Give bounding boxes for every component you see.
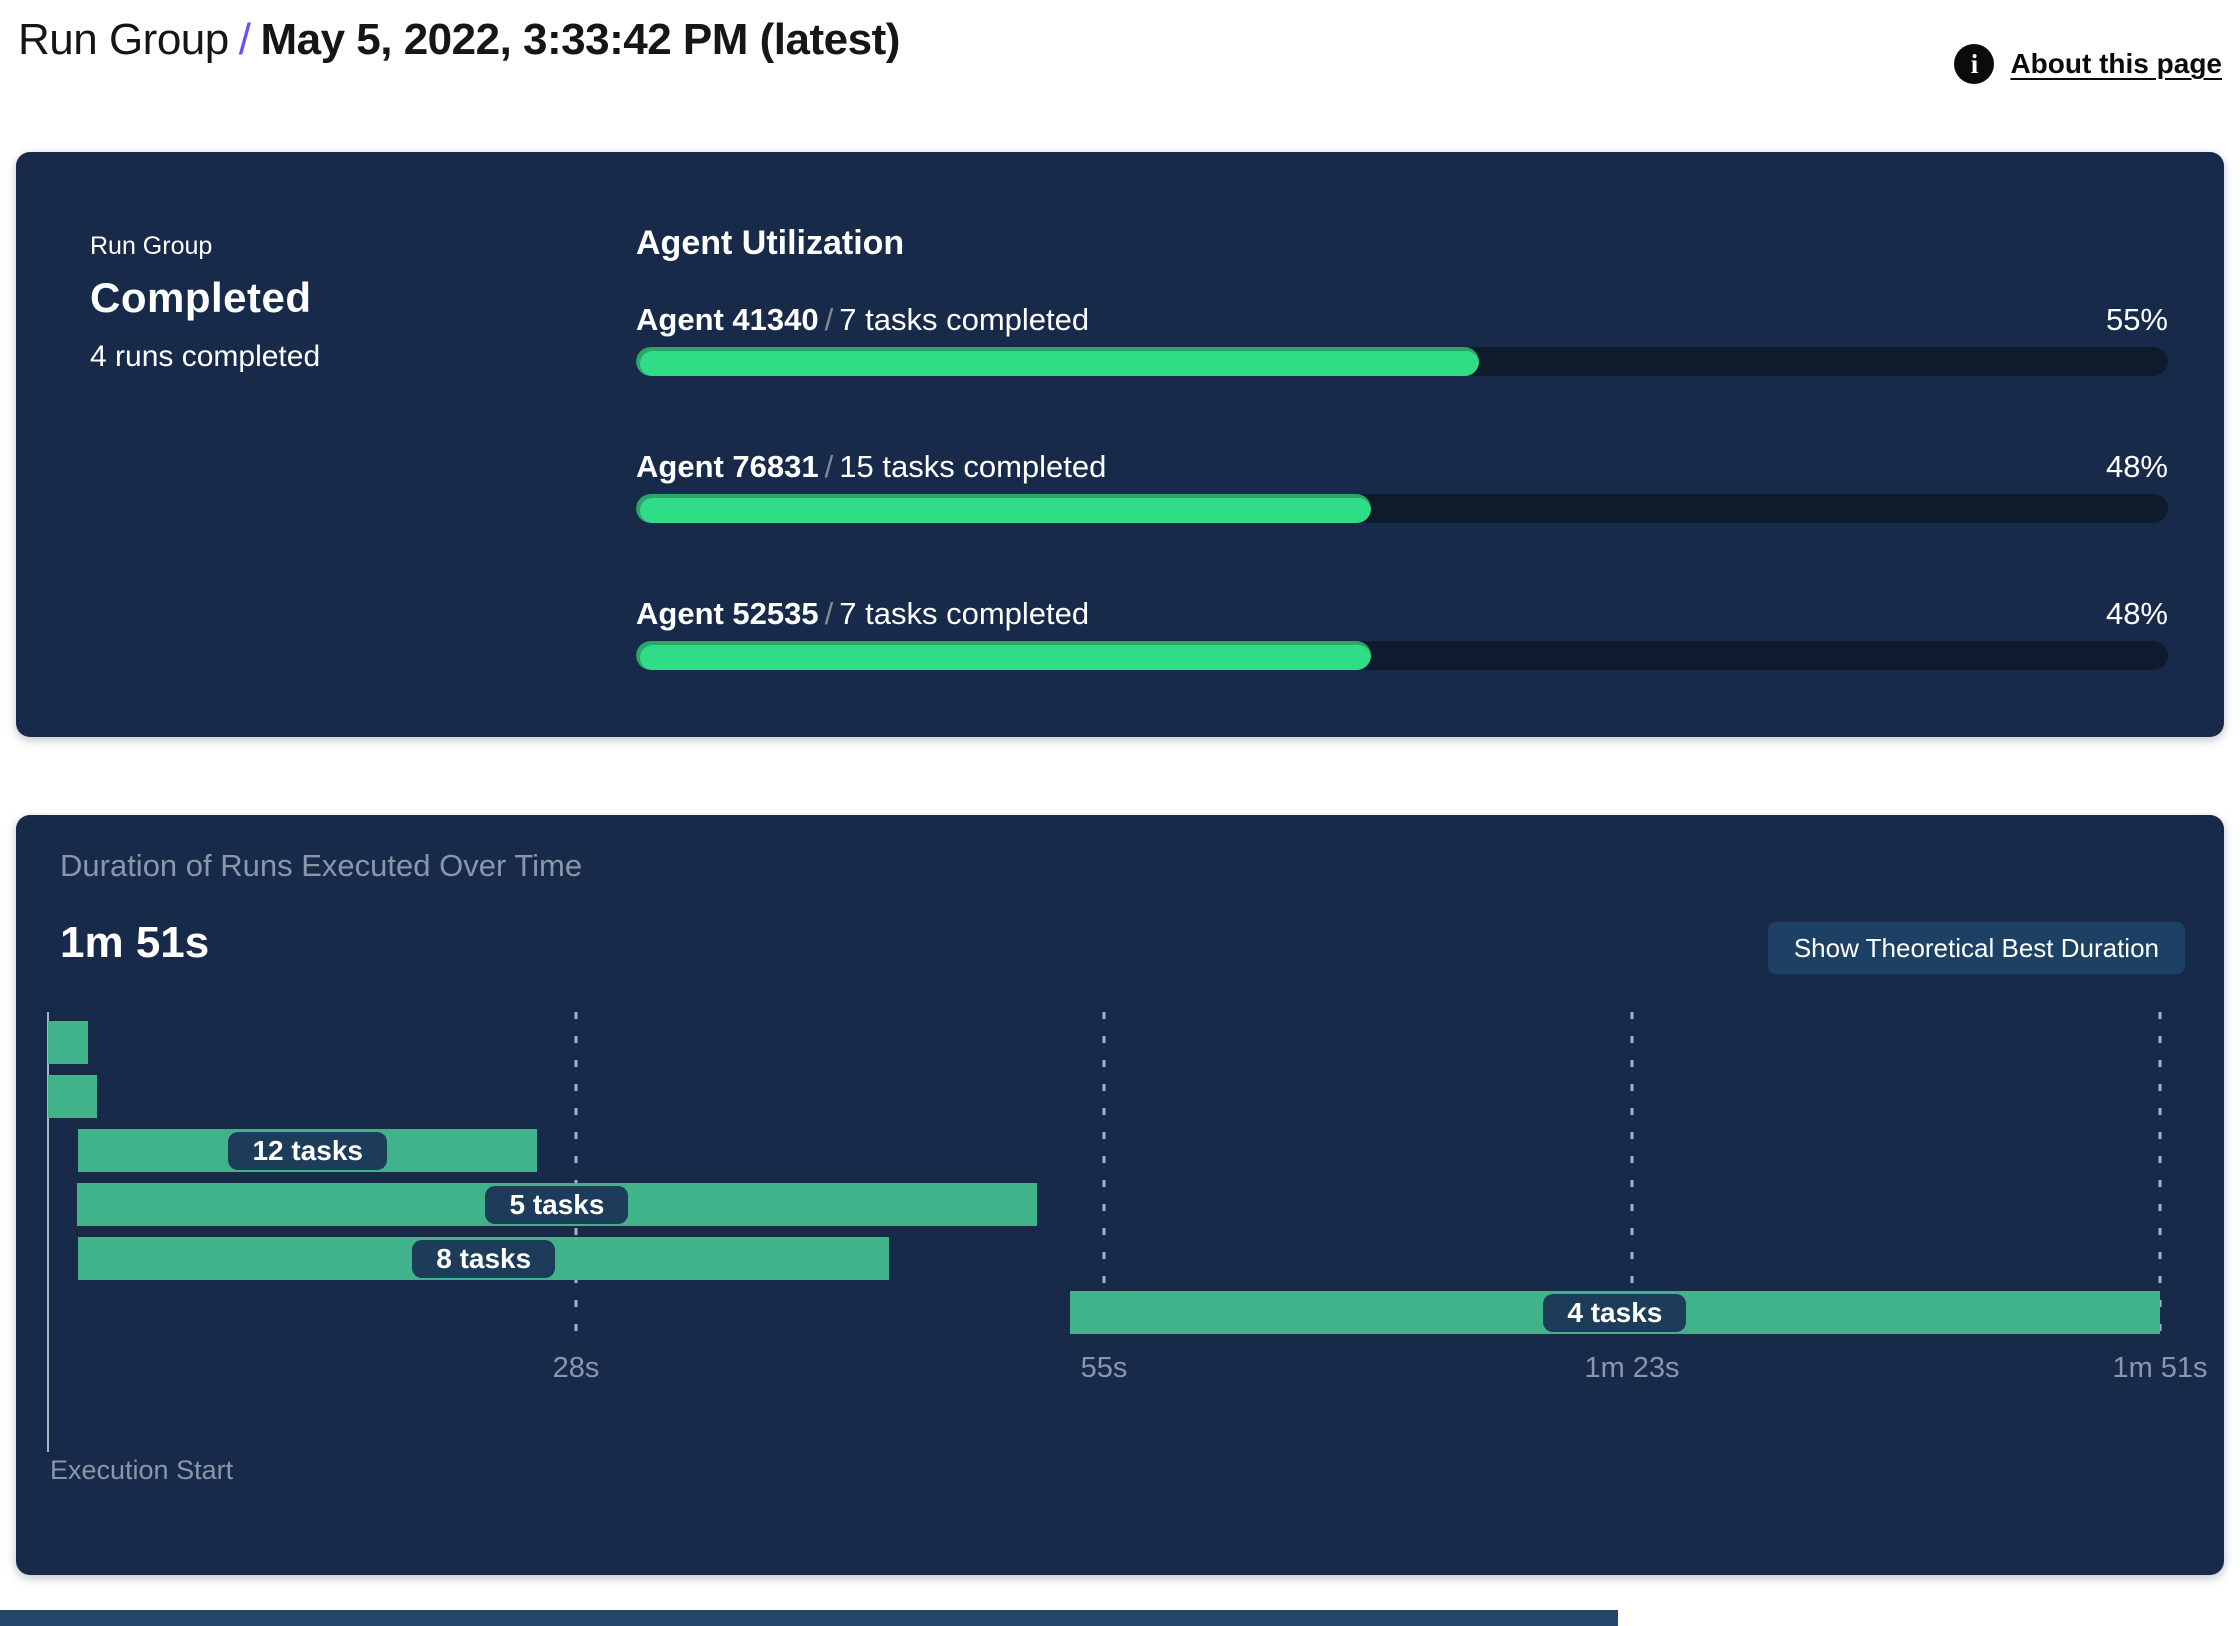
run-group-label: Run Group bbox=[90, 232, 213, 260]
time-gridline bbox=[2158, 1012, 2162, 1345]
agent-label: Agent 52535/7 tasks completed bbox=[636, 596, 1089, 632]
duration-chart-panel: Duration of Runs Executed Over Time 1m 5… bbox=[16, 815, 2224, 1575]
time-tick-label: 1m 23s bbox=[1584, 1352, 1680, 1384]
utilization-progress-fill bbox=[636, 494, 1372, 523]
agent-utilization-percent: 48% bbox=[2105, 449, 2168, 484]
run-duration-bar[interactable]: 12 tasks bbox=[78, 1129, 537, 1172]
task-count-badge: 12 tasks bbox=[228, 1131, 387, 1170]
run-group-status: Completed bbox=[90, 274, 312, 321]
partially-visible-panel-edge bbox=[0, 1610, 1618, 1626]
agent-utilization-row: Agent 52535/7 tasks completed 48% bbox=[636, 596, 2168, 670]
agent-name: Agent 76831 bbox=[636, 449, 819, 484]
run-duration-bar[interactable] bbox=[48, 1021, 88, 1064]
agent-utilization-title: Agent Utilization bbox=[636, 224, 905, 262]
time-tick-label: 55s bbox=[1080, 1352, 1128, 1384]
breadcrumb-run-group[interactable]: Run Group bbox=[18, 15, 229, 64]
agent-name: Agent 52535 bbox=[636, 596, 819, 631]
total-duration-value: 1m 51s bbox=[60, 918, 210, 967]
utilization-progress-fill bbox=[636, 641, 1372, 670]
agent-name: Agent 41340 bbox=[636, 302, 819, 337]
agent-tasks-completed: 7 tasks completed bbox=[839, 302, 1090, 337]
agent-label: Agent 76831/15 tasks completed bbox=[636, 449, 1106, 485]
agent-utilization-percent: 55% bbox=[2105, 302, 2168, 337]
agent-tasks-completed: 15 tasks completed bbox=[839, 449, 1107, 484]
utilization-progress-track bbox=[636, 641, 2168, 670]
execution-start-label: Execution Start bbox=[50, 1455, 234, 1485]
run-duration-bar[interactable]: 5 tasks bbox=[76, 1183, 1038, 1226]
agent-utilization-row: Agent 41340/7 tasks completed 55% bbox=[636, 302, 2168, 376]
utilization-progress-track bbox=[636, 494, 2168, 523]
run-duration-bar[interactable]: 4 tasks bbox=[1069, 1291, 2160, 1334]
info-icon: i bbox=[1954, 44, 1995, 84]
agent-label-separator: / bbox=[824, 596, 834, 631]
runs-completed-summary: 4 runs completed bbox=[90, 340, 321, 373]
agent-label: Agent 41340/7 tasks completed bbox=[636, 302, 1089, 338]
duration-chart-title: Duration of Runs Executed Over Time bbox=[60, 848, 583, 883]
y-axis-line bbox=[47, 1012, 49, 1452]
time-gridline bbox=[1102, 1012, 1106, 1345]
time-gridline bbox=[574, 1012, 578, 1345]
run-duration-bar[interactable] bbox=[48, 1075, 98, 1118]
utilization-progress-fill bbox=[636, 347, 1479, 376]
agent-label-separator: / bbox=[824, 449, 834, 484]
time-gridline bbox=[1630, 1012, 1634, 1345]
agent-label-separator: / bbox=[824, 302, 834, 337]
task-count-badge: 8 tasks bbox=[412, 1239, 556, 1278]
show-theoretical-best-duration-button[interactable]: Show Theoretical Best Duration bbox=[1767, 922, 2185, 974]
time-tick-label: 1m 51s bbox=[2112, 1352, 2208, 1384]
agent-utilization-row: Agent 76831/15 tasks completed 48% bbox=[636, 449, 2168, 523]
gantt-plot-area: 28s 55s 1m 23s 1m 51s 12 tasks 5 tasks 8 tasks… bbox=[47, 1012, 2208, 1452]
run-duration-bar[interactable]: 8 tasks bbox=[78, 1237, 889, 1280]
utilization-progress-track bbox=[636, 347, 2168, 376]
page-header: Run Group / May 5, 2022, 3:33:42 PM (lates… bbox=[18, 10, 2222, 90]
about-this-page-label: About this page bbox=[2010, 48, 2222, 79]
breadcrumb-separator: / bbox=[238, 15, 251, 64]
page-title: May 5, 2022, 3:33:42 PM (latest) bbox=[260, 15, 900, 64]
run-group-summary-panel: Run Group Completed 4 runs completed Age… bbox=[16, 152, 2224, 737]
task-count-badge: 4 tasks bbox=[1543, 1293, 1687, 1332]
agent-tasks-completed: 7 tasks completed bbox=[839, 596, 1090, 631]
about-this-page-link[interactable]: i About this page bbox=[1954, 44, 2222, 84]
time-tick-label: 28s bbox=[552, 1352, 600, 1384]
breadcrumb: Run Group / May 5, 2022, 3:33:42 PM (lates… bbox=[18, 10, 900, 70]
agent-utilization-percent: 48% bbox=[2105, 596, 2168, 631]
task-count-badge: 5 tasks bbox=[485, 1185, 629, 1224]
